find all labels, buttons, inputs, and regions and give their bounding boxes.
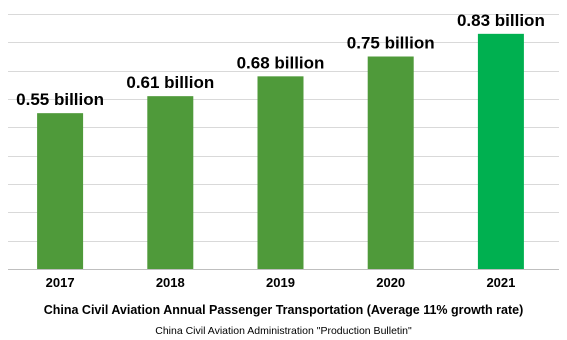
data-label-2021: 0.83 billion — [457, 11, 545, 30]
bar-2018 — [147, 96, 194, 270]
data-label-2018: 0.61 billion — [126, 73, 214, 92]
bar-chart: 0.55 billion 2017 0.61 billion 2018 0.68 bil… — [8, 11, 559, 290]
x-tick-label-2020: 2020 — [376, 275, 405, 290]
data-label-2019: 0.68 billion — [237, 53, 325, 72]
bar-2019 — [257, 76, 304, 269]
x-tick-label-2019: 2019 — [266, 275, 295, 290]
data-label-2020: 0.75 billion — [347, 34, 435, 53]
bar-2017 — [37, 113, 84, 270]
chart-source: China Civil Aviation Administration "Pro… — [155, 325, 412, 337]
x-tick-label-2017: 2017 — [46, 275, 75, 290]
bar-2021 — [477, 33, 524, 270]
bar-2020 — [367, 56, 414, 269]
chart-title: China Civil Aviation Annual Passenger Tr… — [43, 303, 524, 317]
x-tick-label-2021: 2021 — [486, 275, 515, 290]
data-label-2017: 0.55 billion — [16, 90, 104, 109]
x-tick-label-2018: 2018 — [156, 275, 185, 290]
